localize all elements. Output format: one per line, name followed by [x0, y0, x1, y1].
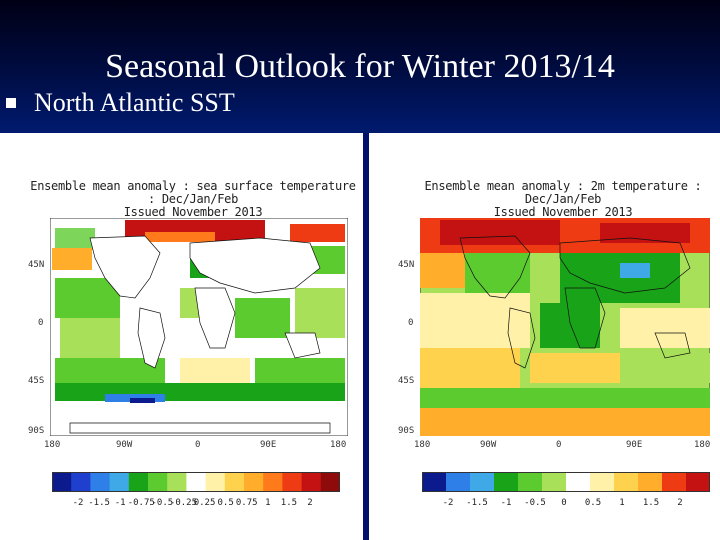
- lat-label: 45S: [28, 376, 45, 386]
- colorbar-tick-label: 0.25: [193, 498, 216, 508]
- lon-label: 180: [44, 440, 61, 450]
- lat-label: 45N: [398, 260, 415, 270]
- colorbar-tick-label: 0: [561, 498, 567, 508]
- colorbar: [422, 472, 710, 492]
- lon-label: 90E: [626, 440, 643, 450]
- colorbar-swatch: [244, 472, 264, 492]
- lon-label: 0: [195, 440, 201, 450]
- bullet-text: North Atlantic SST: [34, 88, 235, 117]
- caption-line-2: Issued November 2013: [493, 205, 633, 219]
- continents: [459, 235, 691, 369]
- slide-header: Seasonal Outlook for Winter 2013/14 Nort…: [0, 0, 720, 133]
- panel-divider: [363, 133, 369, 540]
- colorbar-tick-label: -0.5: [524, 498, 546, 508]
- colorbar-tick-label: -2: [442, 498, 454, 508]
- lat-label: 90S: [398, 426, 415, 436]
- colorbar-swatch: [320, 472, 340, 492]
- colorbar-swatch: [566, 472, 591, 492]
- colorbar-tick-label: -1.5: [466, 498, 488, 508]
- colorbar-swatch: [52, 472, 72, 492]
- colorbar-tick-label: 0.5: [217, 498, 234, 508]
- caption-line-2: Issued November 2013: [123, 205, 263, 219]
- bullet-square-icon: [6, 98, 16, 108]
- colorbar-swatch: [186, 472, 207, 492]
- t2m-anomaly-map: [420, 218, 710, 436]
- colorbar-tick-label: -1: [114, 498, 126, 508]
- colorbar-tick-label: 0.75: [235, 498, 258, 508]
- lon-label: 90W: [116, 440, 133, 450]
- colorbar-swatch: [686, 472, 710, 492]
- colorbar-labels: -2 -1.5 -1 -0.5 0 0.5 1 1.5 2: [420, 498, 720, 510]
- colorbar-frame: [422, 472, 710, 492]
- lon-label: 180: [694, 440, 711, 450]
- colorbar-swatch: [90, 472, 111, 492]
- colorbar-swatch: [614, 472, 639, 492]
- colorbar-swatch: [422, 472, 447, 492]
- caption-line-1: Ensemble mean anomaly : 2m temperature :…: [424, 179, 702, 206]
- map-caption: Ensemble mean anomaly : sea surface temp…: [28, 180, 358, 219]
- colorbar-swatch: [148, 472, 168, 492]
- colorbar-swatch: [638, 472, 663, 492]
- colorbar-labels: -2 -1.5 -1 -0.75 -0.5 -0.25 0.25 0.5 0.75 1 1.5 2: [50, 498, 350, 510]
- lon-label: 180: [330, 440, 347, 450]
- map-caption: Ensemble mean anomaly : 2m temperature :…: [398, 180, 720, 219]
- slide-title: Seasonal Outlook for Winter 2013/14: [105, 48, 615, 85]
- colorbar-swatch: [662, 472, 687, 492]
- colorbar-tick-label: -1.5: [88, 498, 110, 508]
- colorbar-tick-label: 1: [265, 498, 271, 508]
- colorbar-swatch: [301, 472, 322, 492]
- lat-label: 0: [38, 318, 44, 328]
- lat-label: 45N: [28, 260, 45, 270]
- sst-anomaly-panel: Ensemble mean anomaly : sea surface temp…: [20, 180, 360, 520]
- colorbar-swatch: [263, 472, 283, 492]
- lon-label: 90E: [260, 440, 277, 450]
- colorbar-swatch: [518, 472, 543, 492]
- lon-label: 0: [556, 440, 562, 450]
- continents: [69, 235, 331, 434]
- caption-line-1: Ensemble mean anomaly : sea surface temp…: [30, 179, 356, 206]
- colorbar-tick-label: 1: [619, 498, 625, 508]
- lon-label: 180: [414, 440, 431, 450]
- colorbar-tick-label: -0.5: [151, 498, 174, 508]
- colorbar-tick-label: 1.5: [642, 498, 660, 508]
- colorbar-swatch: [205, 472, 226, 492]
- colorbar: [52, 472, 340, 492]
- colorbar-swatch: [224, 472, 245, 492]
- colorbar-swatch: [109, 472, 130, 492]
- colorbar-tick-label: 0.5: [584, 498, 602, 508]
- lat-label: 0: [408, 318, 414, 328]
- colorbar-swatch: [590, 472, 615, 492]
- sst-anomaly-map: [50, 218, 348, 436]
- lat-label: 90S: [28, 426, 45, 436]
- colorbar-swatch: [446, 472, 471, 492]
- colorbar-swatch: [167, 472, 187, 492]
- colorbar-tick-label: -0.25: [169, 498, 197, 508]
- colorbar-tick-label: 2: [307, 498, 313, 508]
- colorbar-tick-label: -2: [72, 498, 84, 508]
- colorbar-swatch: [470, 472, 495, 492]
- t2m-anomaly-panel: Ensemble mean anomaly : 2m temperature :…: [390, 180, 720, 520]
- colorbar-swatch: [282, 472, 303, 492]
- colorbar-swatch: [71, 472, 91, 492]
- colorbar-tick-label: -0.75: [127, 498, 155, 508]
- colorbar-tick-label: 2: [677, 498, 683, 508]
- colorbar-tick-label: 1.5: [280, 498, 298, 508]
- anomaly-fields: [420, 218, 710, 436]
- colorbar-tick-label: -1: [500, 498, 512, 508]
- lon-label: 90W: [480, 440, 497, 450]
- lat-label: 45S: [398, 376, 415, 386]
- colorbar-swatch: [494, 472, 519, 492]
- colorbar-frame: [52, 472, 340, 492]
- colorbar-swatch: [542, 472, 567, 492]
- colorbar-swatch: [128, 472, 149, 492]
